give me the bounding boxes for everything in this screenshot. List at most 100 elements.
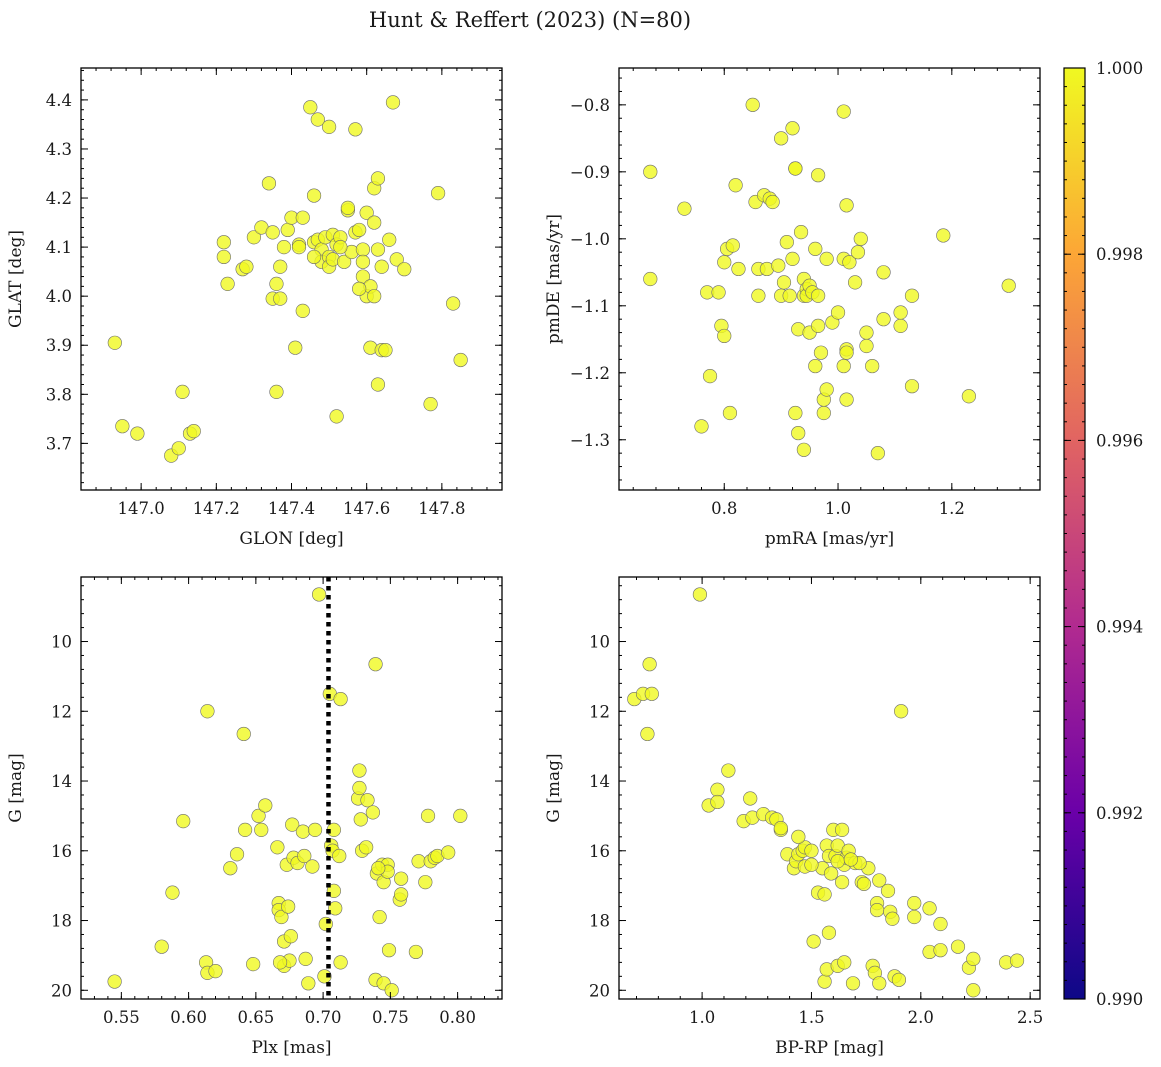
y-tick-label: −1.1 [570,297,610,316]
data-point [371,861,386,876]
data-point [297,848,312,864]
data-point [397,262,412,277]
colorbar-gradient [1063,67,1086,1000]
y-tick-label: 3.8 [46,385,72,404]
data-point [751,288,766,303]
data-point [785,251,800,267]
data-point [288,340,303,355]
data-point [274,909,289,925]
data-point [643,164,658,179]
data-point [216,249,231,265]
data-point [885,911,900,926]
data-point [642,657,657,672]
data-point [165,885,180,900]
data-point [872,873,887,888]
data-point [745,97,760,112]
data-point [370,242,386,257]
data-point [246,230,262,245]
data-point [394,871,409,886]
data-point [310,112,325,127]
data-point [378,343,393,358]
x-axis-label-bprp: BP-RP [mag] [775,1038,884,1058]
point-group [643,97,1016,461]
data-point [782,288,797,303]
data-point [441,845,456,860]
axes-frame [618,576,1041,1000]
x-tick-label: 0.80 [439,1008,476,1027]
data-point [270,840,285,855]
data-point [876,312,891,327]
y-tick-label: −0.9 [570,163,610,182]
y-tick-label: 12 [589,702,610,721]
data-point [269,384,284,399]
data-point [839,392,854,407]
data-point [295,824,311,839]
data-point [333,955,348,970]
data-point [837,955,852,970]
data-point [107,335,122,350]
data-point [359,205,374,220]
data-point [845,976,861,991]
data-point [276,240,292,255]
x-axis-label-plx: Plx [mas] [251,1038,331,1058]
data-point [374,259,389,274]
x-tick-label: 0.70 [305,1008,342,1027]
data-point [817,974,832,989]
data-point [237,822,253,837]
data-point [360,793,375,808]
data-point [891,972,907,987]
y-tick-label: −1.0 [570,230,610,249]
x-tick-label: 1.0 [825,499,851,518]
x-axis-label-pmra: pmRA [mas/yr] [765,529,894,549]
data-point [246,957,261,972]
data-point [269,276,284,292]
data-point [280,222,295,238]
scatter-panel-pmra-pmde: 0.8 1.0 1.2 −1.3 −1.2 −1.1 −1.0 −0.9 −0.8 pmRA [m… [544,67,1041,549]
data-point [711,285,726,300]
data-point [311,587,327,602]
x-tick-label: 0.65 [237,1008,274,1027]
y-tick-label: 16 [589,842,610,861]
y-tick-label: 14 [51,772,72,791]
x-tick-label: 1.0 [689,1008,715,1027]
data-point [154,939,169,954]
data-point [1001,278,1016,293]
y-tick-label: 4.2 [46,189,72,208]
y-tick-label: 4.0 [46,287,72,306]
data-point [743,791,758,806]
x-tick-label: 147.6 [343,499,390,518]
data-point [367,289,382,304]
data-point [295,210,310,225]
data-point [332,848,347,864]
data-point [836,358,851,374]
data-point [430,186,446,201]
point-group [627,587,1025,998]
data-point [200,704,215,719]
x-tick-label: 2.5 [1017,1008,1043,1027]
data-point [819,382,834,397]
x-axis-label-glon: GLON [deg] [239,529,343,549]
data-point [130,426,145,441]
colorbar-tick-label: 0.998 [1096,245,1143,264]
data-point [722,405,738,421]
y-tick-label: 10 [589,633,610,652]
data-point [791,425,806,441]
y-axis-label-pmde: pmDE [mas/yr] [544,214,564,344]
data-point [819,251,834,267]
data-point [305,859,320,874]
scatter-panel-bprp-g: 1.0 1.5 2.0 2.5 10 12 14 16 18 20 BP-RP [mag] G [ma… [544,576,1043,1058]
data-point [420,808,436,824]
data-point [817,887,832,902]
data-point [834,875,850,890]
y-tick-label: 10 [51,633,72,652]
data-point [774,131,789,146]
data-point [394,887,409,902]
data-point [950,939,966,954]
colorbar-tick-label: 0.996 [1096,431,1143,450]
data-point [811,318,826,333]
data-point [839,198,854,213]
x-tick-label: 2.0 [908,1008,934,1027]
data-point [961,389,976,404]
data-point [1009,953,1025,968]
data-point [328,901,343,916]
